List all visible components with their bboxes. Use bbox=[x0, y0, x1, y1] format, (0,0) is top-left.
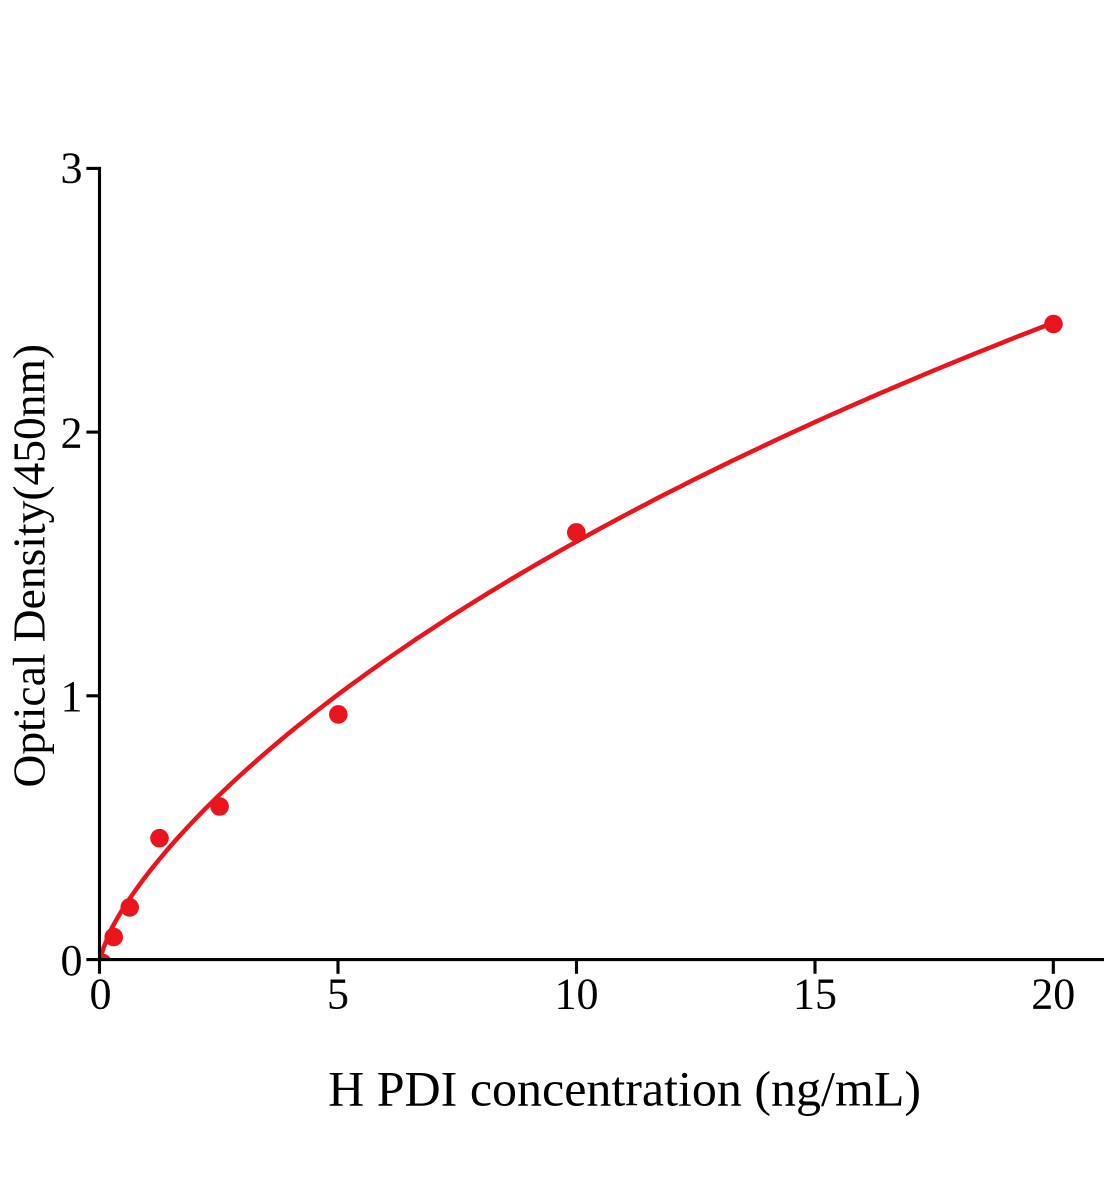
svg-text:H PDI concentration (ng/mL): H PDI concentration (ng/mL) bbox=[328, 1061, 921, 1117]
svg-text:5: 5 bbox=[327, 970, 349, 1019]
svg-text:0: 0 bbox=[61, 936, 83, 985]
svg-text:0: 0 bbox=[90, 970, 112, 1019]
svg-text:Optical Density(450nm): Optical Density(450nm) bbox=[4, 344, 55, 788]
svg-text:2: 2 bbox=[61, 408, 83, 457]
svg-text:1: 1 bbox=[61, 672, 83, 721]
svg-text:15: 15 bbox=[793, 970, 837, 1019]
svg-text:3: 3 bbox=[61, 144, 83, 193]
svg-text:20: 20 bbox=[1031, 970, 1075, 1019]
svg-text:10: 10 bbox=[555, 970, 599, 1019]
